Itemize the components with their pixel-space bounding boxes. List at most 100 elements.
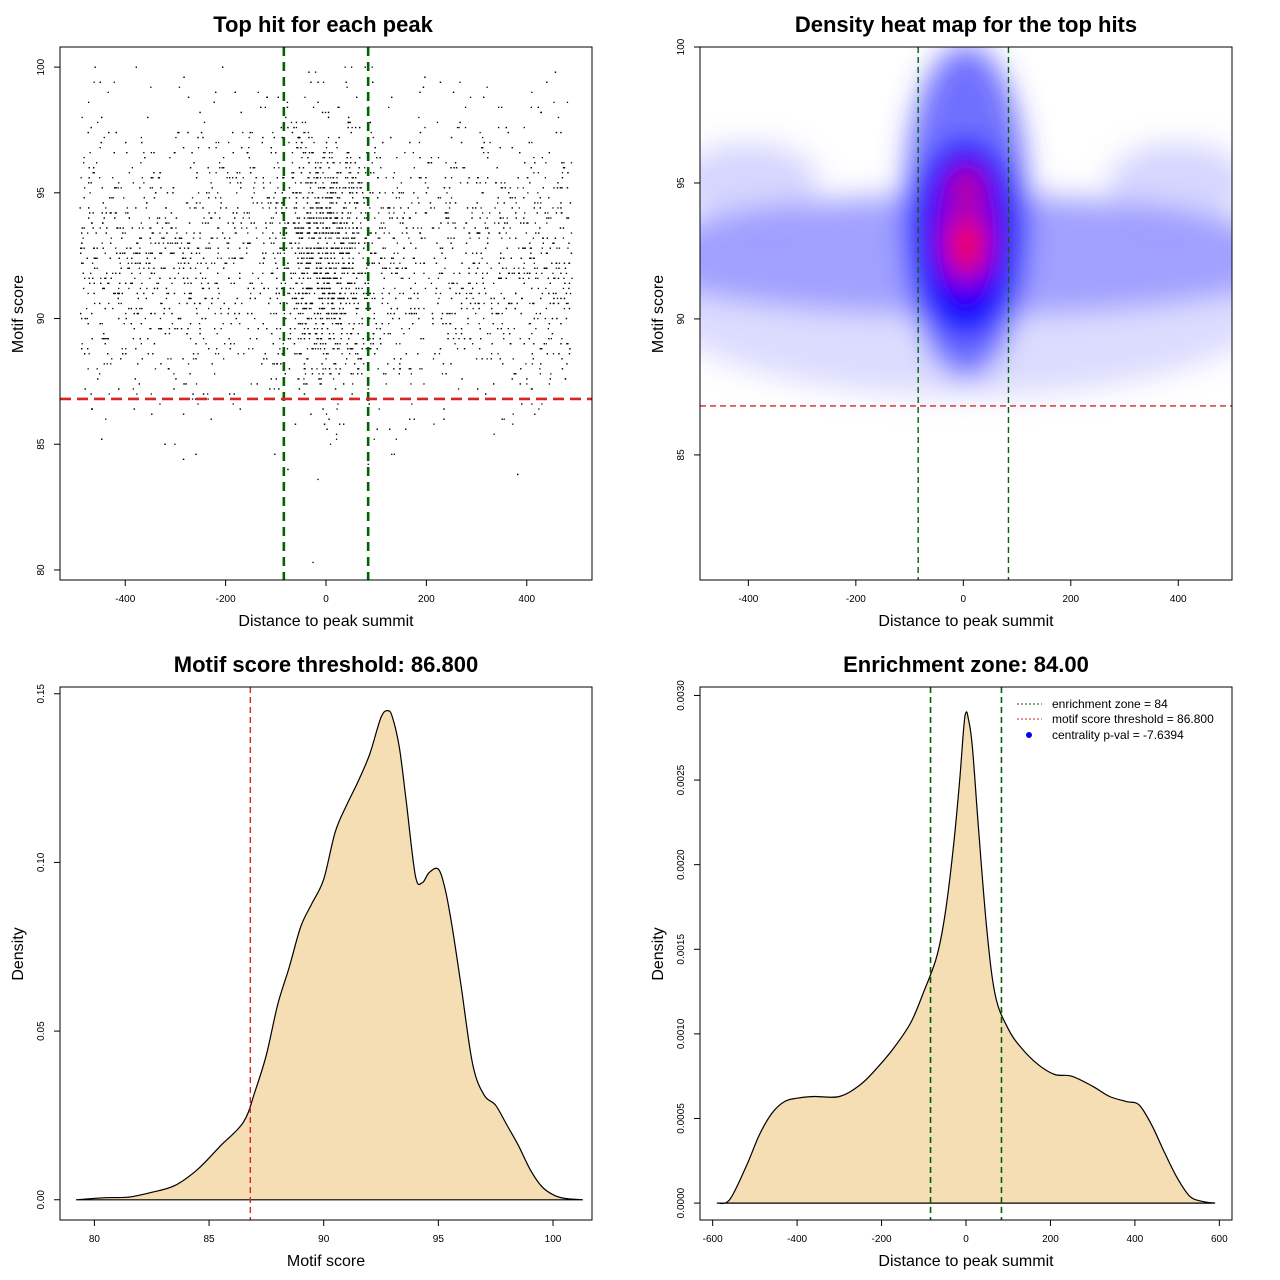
scatter-point <box>164 333 167 335</box>
scatter-point <box>154 368 157 370</box>
scatter-point <box>301 157 303 159</box>
scatter-point <box>327 353 329 355</box>
scatter-point <box>111 197 113 199</box>
scatter-point <box>182 147 185 149</box>
scatter-point <box>173 388 175 390</box>
scatter-point <box>215 91 217 93</box>
scatter-point <box>517 473 519 476</box>
scatter-point <box>528 338 530 340</box>
scatter-point <box>460 307 463 310</box>
scatter-point <box>201 287 204 290</box>
scatter-point <box>393 212 395 214</box>
scatter-point <box>189 207 191 209</box>
scatter-point <box>402 217 404 219</box>
scatter-point <box>525 232 527 234</box>
scatter-point <box>178 86 181 88</box>
scatter-point <box>402 292 404 295</box>
scatter-point <box>322 373 324 375</box>
scatter-point <box>287 222 290 224</box>
scatter-point <box>542 237 544 239</box>
scatter-point <box>528 141 530 144</box>
scatter-point <box>352 348 354 350</box>
scatter-point <box>392 257 394 259</box>
scatter-point <box>332 202 334 204</box>
scatter-point <box>387 333 389 335</box>
scatter-point <box>276 363 278 365</box>
scatter-point <box>173 252 175 254</box>
scatter-point <box>306 262 308 264</box>
scatter-point <box>189 167 192 169</box>
scatter-point <box>272 131 274 134</box>
scatter-point <box>554 277 556 279</box>
scatter-point <box>228 277 230 279</box>
scatter-point <box>403 212 405 214</box>
scatter-point <box>383 333 385 335</box>
scatter-point <box>164 267 166 269</box>
scatter-point <box>333 277 336 279</box>
scatter-point <box>365 307 367 310</box>
score-density-xtick-label: 90 <box>318 1234 330 1245</box>
scatter-point <box>357 182 359 184</box>
scatter-point <box>256 383 258 385</box>
scatter-point <box>454 343 456 345</box>
scatter-point <box>242 177 244 179</box>
scatter-point <box>423 383 425 385</box>
scatter-point <box>434 353 436 355</box>
scatter-point <box>354 363 356 365</box>
scatter-point <box>374 217 376 219</box>
score-density-title: Motif score threshold: 86.800 <box>174 652 478 677</box>
scatter-point <box>153 152 155 154</box>
scatter-point <box>281 353 283 355</box>
scatter-point <box>457 388 460 390</box>
scatter-point <box>302 272 304 274</box>
scatter-point <box>162 267 165 269</box>
scatter-point <box>467 317 469 320</box>
scatter-point <box>351 66 353 68</box>
scatter-point <box>341 212 343 214</box>
scatter-point <box>326 317 328 320</box>
scatter-point <box>497 197 499 199</box>
scatter-point <box>270 152 272 154</box>
scatter-point <box>307 177 309 179</box>
scatter-point <box>91 222 93 224</box>
scatter-point <box>365 172 367 174</box>
scatter-point <box>193 207 196 209</box>
scatter-point <box>99 81 101 83</box>
scatter-point <box>306 358 308 360</box>
scatter-point <box>202 287 205 290</box>
distance-density-ytick-label: 0.0005 <box>676 1103 687 1134</box>
scatter-point <box>125 141 127 144</box>
scatter-point <box>293 307 296 310</box>
scatter-xtick-label: 0 <box>323 594 329 605</box>
scatter-point <box>103 338 105 340</box>
scatter-point <box>354 162 356 164</box>
scatter-point <box>400 358 402 360</box>
scatter-point <box>210 418 212 420</box>
scatter-point <box>159 232 161 234</box>
scatter-point <box>101 438 103 440</box>
scatter-point <box>408 217 410 219</box>
scatter-point <box>303 207 305 209</box>
scatter-point <box>295 282 297 284</box>
heatmap-density-blobs <box>700 47 1232 397</box>
scatter-point <box>393 312 395 315</box>
scatter-point <box>306 257 308 259</box>
scatter-point <box>286 101 289 103</box>
scatter-point <box>323 423 326 425</box>
scatter-point <box>172 192 174 194</box>
scatter-point <box>153 172 155 174</box>
scatter-point <box>108 393 110 395</box>
scatter-point <box>281 212 283 214</box>
scatter-point <box>382 141 384 144</box>
scatter-point <box>396 157 398 159</box>
scatter-point <box>333 222 335 224</box>
scatter-point <box>387 207 389 209</box>
scatter-point <box>347 126 349 129</box>
scatter-point <box>159 403 161 405</box>
scatter-point <box>333 242 336 244</box>
scatter-point <box>328 338 330 340</box>
scatter-point <box>82 262 84 264</box>
scatter-point <box>330 302 333 305</box>
scatter-point <box>93 282 95 284</box>
scatter-point <box>87 368 89 370</box>
